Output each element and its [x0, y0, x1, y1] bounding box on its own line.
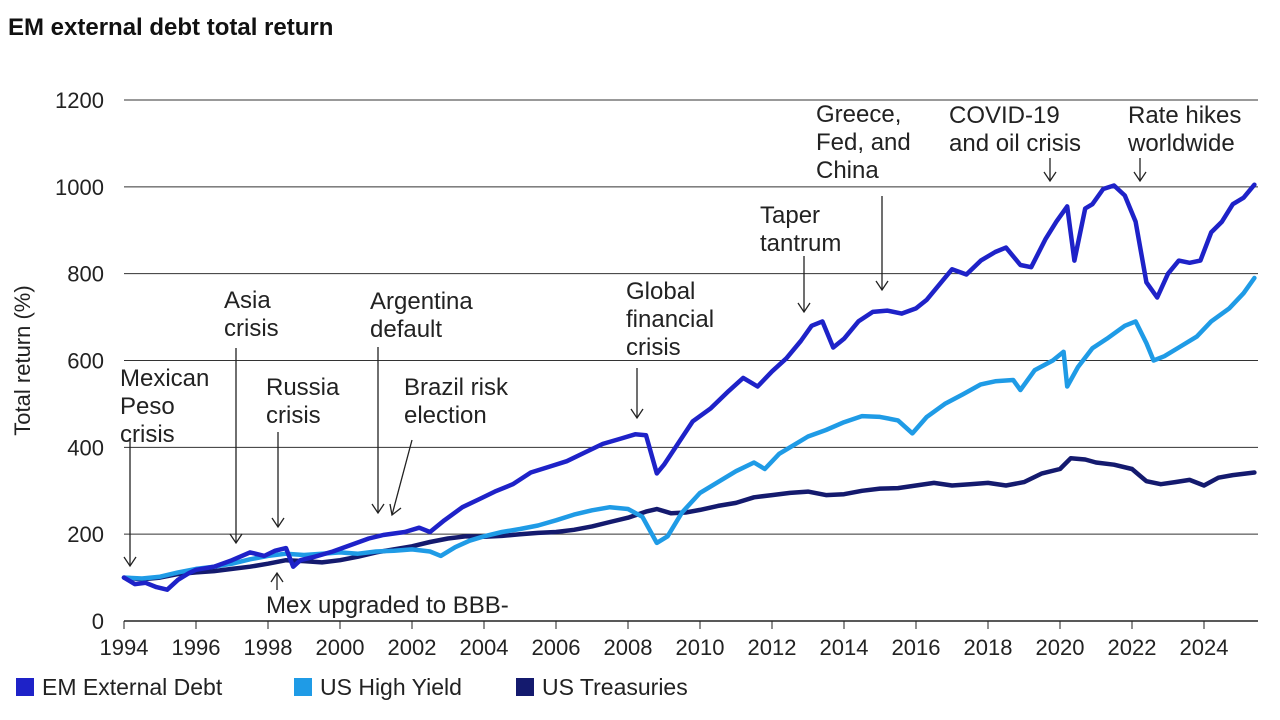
x-tick-label: 2014: [820, 635, 869, 660]
axes: 0 200 400 600 800 1000 1200 1994 1996 1998 2000 200…: [10, 88, 1258, 660]
x-tick-label: 1996: [172, 635, 221, 660]
legend-swatch: [16, 678, 34, 696]
annotation-line: Taper: [760, 202, 820, 229]
annotation-arrowhead: [875, 280, 889, 292]
annotation-arrowhead: [371, 503, 385, 515]
annotation-arrowhead: [271, 517, 285, 529]
annotation-line: Asia: [224, 287, 271, 314]
annotation: Argentina default: [370, 288, 473, 515]
x-tick-label: 2018: [964, 635, 1013, 660]
y-tick-label: 800: [67, 262, 104, 287]
annotation-line: Mex upgraded to BBB-: [266, 592, 509, 619]
annotation-label: Argentina default: [370, 288, 473, 343]
x-tick-label: 2006: [532, 635, 581, 660]
annotation-arrowhead: [270, 571, 284, 583]
annotation-line: COVID-19: [949, 102, 1060, 129]
x-tick-label: 1998: [244, 635, 293, 660]
annotation-line: Greece,: [816, 101, 901, 128]
x-tick-label: 2008: [604, 635, 653, 660]
annotation-line: Russia: [266, 374, 340, 401]
annotation: Brazil risk election: [389, 374, 509, 517]
y-tick-label: 400: [67, 435, 104, 460]
annotation: Mexican Peso crisis: [120, 365, 209, 568]
annotation-line: Mexican: [120, 365, 209, 392]
annotation: Taper tantrum: [760, 202, 841, 314]
x-tick-label: 2022: [1108, 635, 1157, 660]
annotation-line: worldwide: [1127, 130, 1235, 157]
series-line-us-high-yield: [121, 275, 1257, 581]
y-tick-label: 1200: [55, 88, 104, 113]
x-tick-label: 2002: [388, 635, 437, 660]
annotation: COVID-19 and oil crisis: [949, 102, 1081, 183]
annotation-line: tantrum: [760, 230, 841, 257]
series-line-us-treasuries: [121, 455, 1257, 582]
annotation: Rate hikes worldwide: [1127, 102, 1241, 183]
annotation: Greece, Fed, and China: [816, 101, 911, 292]
x-tick-label: 2016: [892, 635, 941, 660]
annotation-label: Brazil risk election: [404, 374, 509, 429]
x-tick-label: 2010: [676, 635, 725, 660]
annotation-arrowhead: [1133, 171, 1147, 183]
chart-title: EM external debt total return: [8, 14, 334, 41]
annotation-line: and oil crisis: [949, 130, 1081, 157]
annotation-arrowhead: [630, 408, 644, 420]
annotation-arrowhead: [1043, 171, 1057, 183]
y-tick-label: 1000: [55, 175, 104, 200]
annotation-line: crisis: [626, 334, 681, 361]
annotation-label: Asia crisis: [224, 287, 279, 342]
x-tick-label: 1994: [100, 635, 149, 660]
annotation: Asia crisis: [224, 287, 279, 545]
annotation-label: COVID-19 and oil crisis: [949, 102, 1081, 157]
annotation-line: China: [816, 157, 879, 184]
legend-label: US Treasuries: [542, 674, 688, 700]
annotation-label: Taper tantrum: [760, 202, 841, 257]
series-lines: [121, 182, 1257, 592]
x-tick-label: 2024: [1180, 635, 1229, 660]
annotation-line: Argentina: [370, 288, 473, 315]
legend: EM External Debt US High Yield US Treasuri…: [16, 674, 688, 700]
gridlines: [124, 99, 1258, 535]
annotation-label: Rate hikes worldwide: [1127, 102, 1241, 157]
annotation-line: crisis: [224, 315, 279, 342]
x-tick-label: 2020: [1036, 635, 1085, 660]
annotation-line: Brazil risk: [404, 374, 509, 401]
legend-label: EM External Debt: [42, 674, 223, 700]
annotation: Mex upgraded to BBB-: [266, 571, 509, 619]
annotation-line: default: [370, 316, 442, 343]
x-tick-label: 2004: [460, 635, 509, 660]
annotation-line: Rate hikes: [1128, 102, 1241, 129]
annotation-line: crisis: [266, 402, 321, 429]
annotation: Global financial crisis: [626, 278, 714, 420]
legend-swatch: [516, 678, 534, 696]
y-axis-label: Total return (%): [10, 285, 35, 435]
annotation-line: Peso: [120, 393, 175, 420]
annotation-label: Mexican Peso crisis: [120, 365, 209, 448]
series-line-em-external-debt: [121, 182, 1257, 592]
annotation-label: Greece, Fed, and China: [816, 101, 911, 184]
annotation-arrowhead: [229, 533, 243, 545]
y-tick-label: 200: [67, 522, 104, 547]
annotation-line: crisis: [120, 421, 175, 448]
x-tick-label: 2000: [316, 635, 365, 660]
annotation-line: Fed, and: [816, 129, 911, 156]
annotation-label: Mex upgraded to BBB-: [266, 592, 509, 619]
annotation-label: Global financial crisis: [626, 278, 714, 361]
annotation-arrowhead: [123, 556, 137, 568]
annotation-line: election: [404, 402, 487, 429]
annotation: Russia crisis: [266, 374, 340, 529]
y-tick-label: 600: [67, 349, 104, 374]
annotation-line: financial: [626, 306, 714, 333]
legend-swatch: [294, 678, 312, 696]
y-tick-label: 0: [92, 609, 104, 634]
annotation-arrow-shaft: [391, 439, 413, 516]
legend-label: US High Yield: [320, 674, 462, 700]
annotation-label: Russia crisis: [266, 374, 340, 429]
annotation-arrowhead: [797, 302, 811, 314]
annotation-line: Global: [626, 278, 695, 305]
annotation-arrowhead: [389, 503, 402, 517]
x-tick-label: 2012: [748, 635, 797, 660]
